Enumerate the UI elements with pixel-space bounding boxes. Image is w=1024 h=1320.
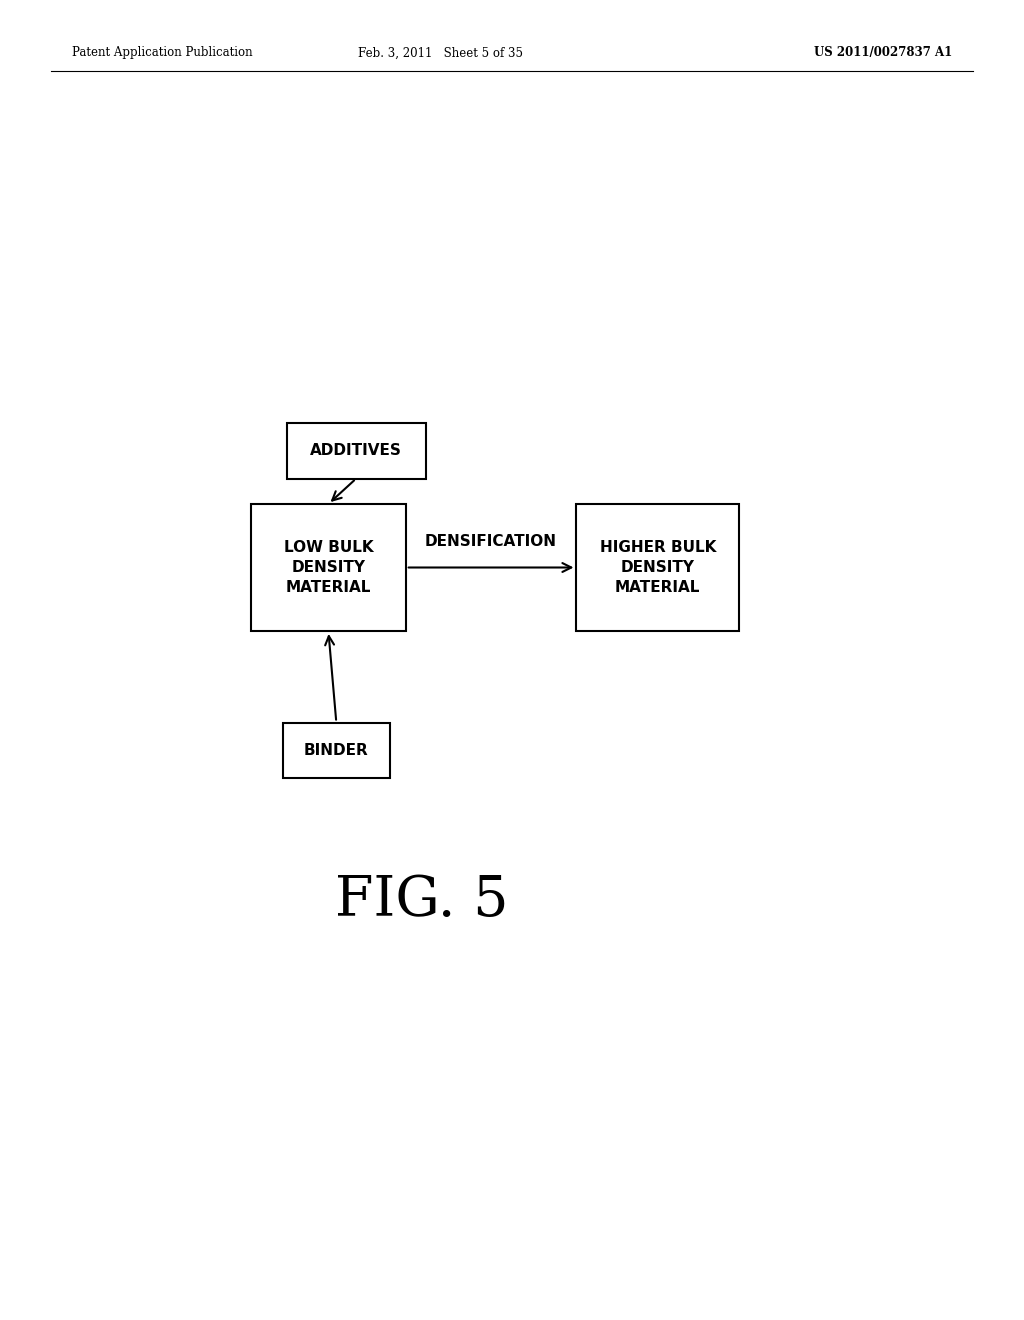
Text: Patent Application Publication: Patent Application Publication: [72, 46, 252, 59]
Text: HIGHER BULK
DENSITY
MATERIAL: HIGHER BULK DENSITY MATERIAL: [599, 540, 716, 595]
Text: BINDER: BINDER: [304, 743, 369, 758]
Bar: [251, 504, 406, 631]
Text: US 2011/0027837 A1: US 2011/0027837 A1: [814, 46, 952, 59]
Text: LOW BULK
DENSITY
MATERIAL: LOW BULK DENSITY MATERIAL: [284, 540, 373, 595]
Text: FIG. 5: FIG. 5: [335, 873, 508, 928]
Bar: [577, 504, 739, 631]
Text: Feb. 3, 2011   Sheet 5 of 35: Feb. 3, 2011 Sheet 5 of 35: [357, 46, 523, 59]
Text: ADDITIVES: ADDITIVES: [310, 444, 402, 458]
Bar: [283, 722, 390, 779]
Text: DENSIFICATION: DENSIFICATION: [425, 535, 557, 549]
Bar: [287, 422, 426, 479]
